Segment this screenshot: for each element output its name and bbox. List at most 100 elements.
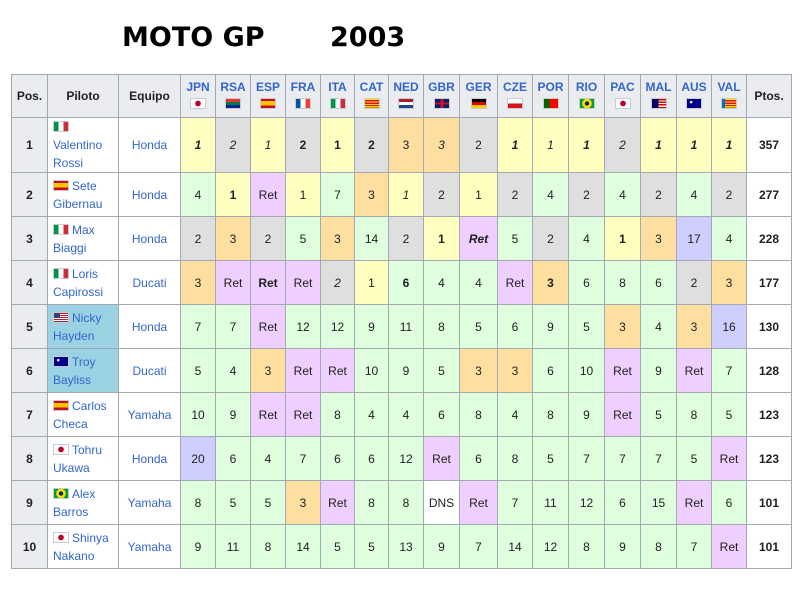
team-link[interactable]: Yamaha	[118, 524, 181, 569]
rider-first-name[interactable]: Shinya	[72, 530, 109, 545]
team-link[interactable]: Honda	[118, 172, 181, 217]
team-link[interactable]: Ducati	[118, 348, 181, 393]
rider-first-name[interactable]: Loris	[72, 266, 99, 281]
header-race-cat[interactable]: CAT	[354, 74, 389, 118]
header-race-gbr[interactable]: GBR	[423, 74, 460, 118]
title-year: 2003	[330, 22, 406, 53]
header-race-mal[interactable]: MAL	[640, 74, 677, 118]
team-link[interactable]: Honda	[118, 304, 181, 349]
points-cell: 357	[746, 117, 792, 173]
rider-last-name[interactable]: Checa	[53, 416, 88, 431]
rider-last-name[interactable]: Hayden	[53, 328, 95, 343]
result-cell: Ret	[320, 348, 355, 393]
race-code[interactable]: NED	[393, 80, 419, 94]
result-cell: 5	[320, 524, 355, 569]
rider-first-name[interactable]: Troy	[72, 354, 96, 369]
team-link[interactable]: Yamaha	[118, 392, 181, 437]
result-value: 2	[438, 187, 445, 202]
result-cell: 4	[497, 392, 533, 437]
race-code[interactable]: POR	[537, 80, 564, 94]
header-race-val[interactable]: VAL	[711, 74, 747, 118]
result-value: Ret	[719, 539, 739, 554]
header-rider: Piloto	[47, 74, 119, 118]
points-cell: 177	[746, 260, 792, 305]
team-link[interactable]: Honda	[118, 117, 181, 173]
rider-first-name[interactable]: Carlos	[72, 398, 107, 413]
result-cell: 5	[354, 524, 389, 569]
rider-last-name[interactable]: Rossi	[53, 156, 84, 170]
result-cell: 5	[568, 304, 605, 349]
result-value: 7	[583, 451, 590, 466]
result-value: 6	[547, 363, 554, 378]
result-value: 2	[368, 138, 375, 152]
race-code[interactable]: GBR	[428, 80, 455, 94]
result-cell: 16	[711, 304, 747, 349]
result-cell: 7	[497, 480, 533, 525]
rider-first-name[interactable]: Sete	[72, 178, 97, 193]
czech-flag-icon	[507, 98, 523, 109]
header-race-pac[interactable]: PAC	[604, 74, 641, 118]
result-value: Ret	[258, 319, 278, 334]
result-cell: 2	[676, 260, 712, 305]
race-code[interactable]: CZE	[503, 80, 527, 94]
team-link[interactable]: Yamaha	[118, 480, 181, 525]
header-race-aus[interactable]: AUS	[676, 74, 712, 118]
race-code[interactable]: ITA	[328, 80, 347, 94]
race-code[interactable]: AUS	[681, 80, 707, 94]
header-race-fra[interactable]: FRA	[285, 74, 321, 118]
header-race-ned[interactable]: NED	[388, 74, 424, 118]
header-race-esp[interactable]: ESP	[250, 74, 286, 118]
header-race-jpn[interactable]: JPN	[180, 74, 216, 118]
result-cell: 1	[285, 172, 321, 217]
result-cell: 3	[640, 216, 677, 261]
rider-last-name[interactable]: Capirossi	[53, 284, 104, 299]
race-code[interactable]: MAL	[645, 80, 672, 94]
team-link[interactable]: Honda	[118, 436, 181, 481]
result-value: Ret	[223, 275, 243, 290]
table-row: 5 Nicky Hayden Honda 7 7 Ret 12 12 9 11 8 5 6 9 5 3 4 3 16 1…	[11, 304, 792, 349]
header-race-rsa[interactable]: RSA	[215, 74, 251, 118]
race-code[interactable]: FRA	[290, 80, 316, 94]
race-code[interactable]: VAL	[717, 80, 741, 94]
rider-last-name[interactable]: Nakano	[53, 548, 95, 563]
result-value: Ret	[719, 451, 739, 466]
rider-last-name[interactable]: Ukawa	[53, 460, 90, 475]
race-code[interactable]: CAT	[359, 80, 384, 94]
race-code[interactable]: ESP	[255, 80, 280, 94]
race-code[interactable]: JPN	[186, 80, 210, 94]
header-race-cze[interactable]: CZE	[497, 74, 533, 118]
rider-first-name[interactable]: Nicky	[72, 310, 102, 325]
race-code[interactable]: PAC	[610, 80, 635, 94]
result-value: 8	[264, 539, 272, 554]
race-code[interactable]: RIO	[575, 80, 598, 94]
team-link[interactable]: Ducati	[118, 260, 181, 305]
result-cell: 1	[459, 172, 498, 217]
rider-last-name[interactable]: Biaggi	[53, 240, 87, 255]
result-cell: 7	[320, 172, 355, 217]
result-cell: 7	[568, 436, 605, 481]
result-cell: 2	[320, 260, 355, 305]
header-race-por[interactable]: POR	[532, 74, 569, 118]
result-cell: 14	[285, 524, 321, 569]
australia-flag-icon	[53, 355, 69, 367]
rider-first-name[interactable]: Max	[72, 222, 95, 237]
result-value: 4	[619, 187, 626, 202]
points-cell: 123	[746, 392, 792, 437]
result-value: 12	[579, 495, 594, 510]
header-race-rio[interactable]: RIO	[568, 74, 605, 118]
rider-last-name[interactable]: Barros	[53, 504, 89, 519]
result-cell: 4	[388, 392, 424, 437]
rider-first-name[interactable]: Tohru	[72, 442, 103, 457]
rider-last-name[interactable]: Gibernau	[53, 196, 103, 211]
race-code[interactable]: RSA	[220, 80, 246, 94]
team-link[interactable]: Honda	[118, 216, 181, 261]
header-race-ger[interactable]: GER	[459, 74, 498, 118]
rider-first-name[interactable]: Valentino	[53, 138, 103, 152]
rider-last-name[interactable]: Bayliss	[53, 372, 92, 387]
rider-first-name[interactable]: Alex	[72, 486, 96, 501]
result-value: 17	[687, 231, 701, 246]
header-pos: Pos.	[11, 74, 48, 118]
header-race-ita[interactable]: ITA	[320, 74, 355, 118]
result-value: 5	[725, 407, 733, 422]
race-code[interactable]: GER	[465, 80, 492, 94]
